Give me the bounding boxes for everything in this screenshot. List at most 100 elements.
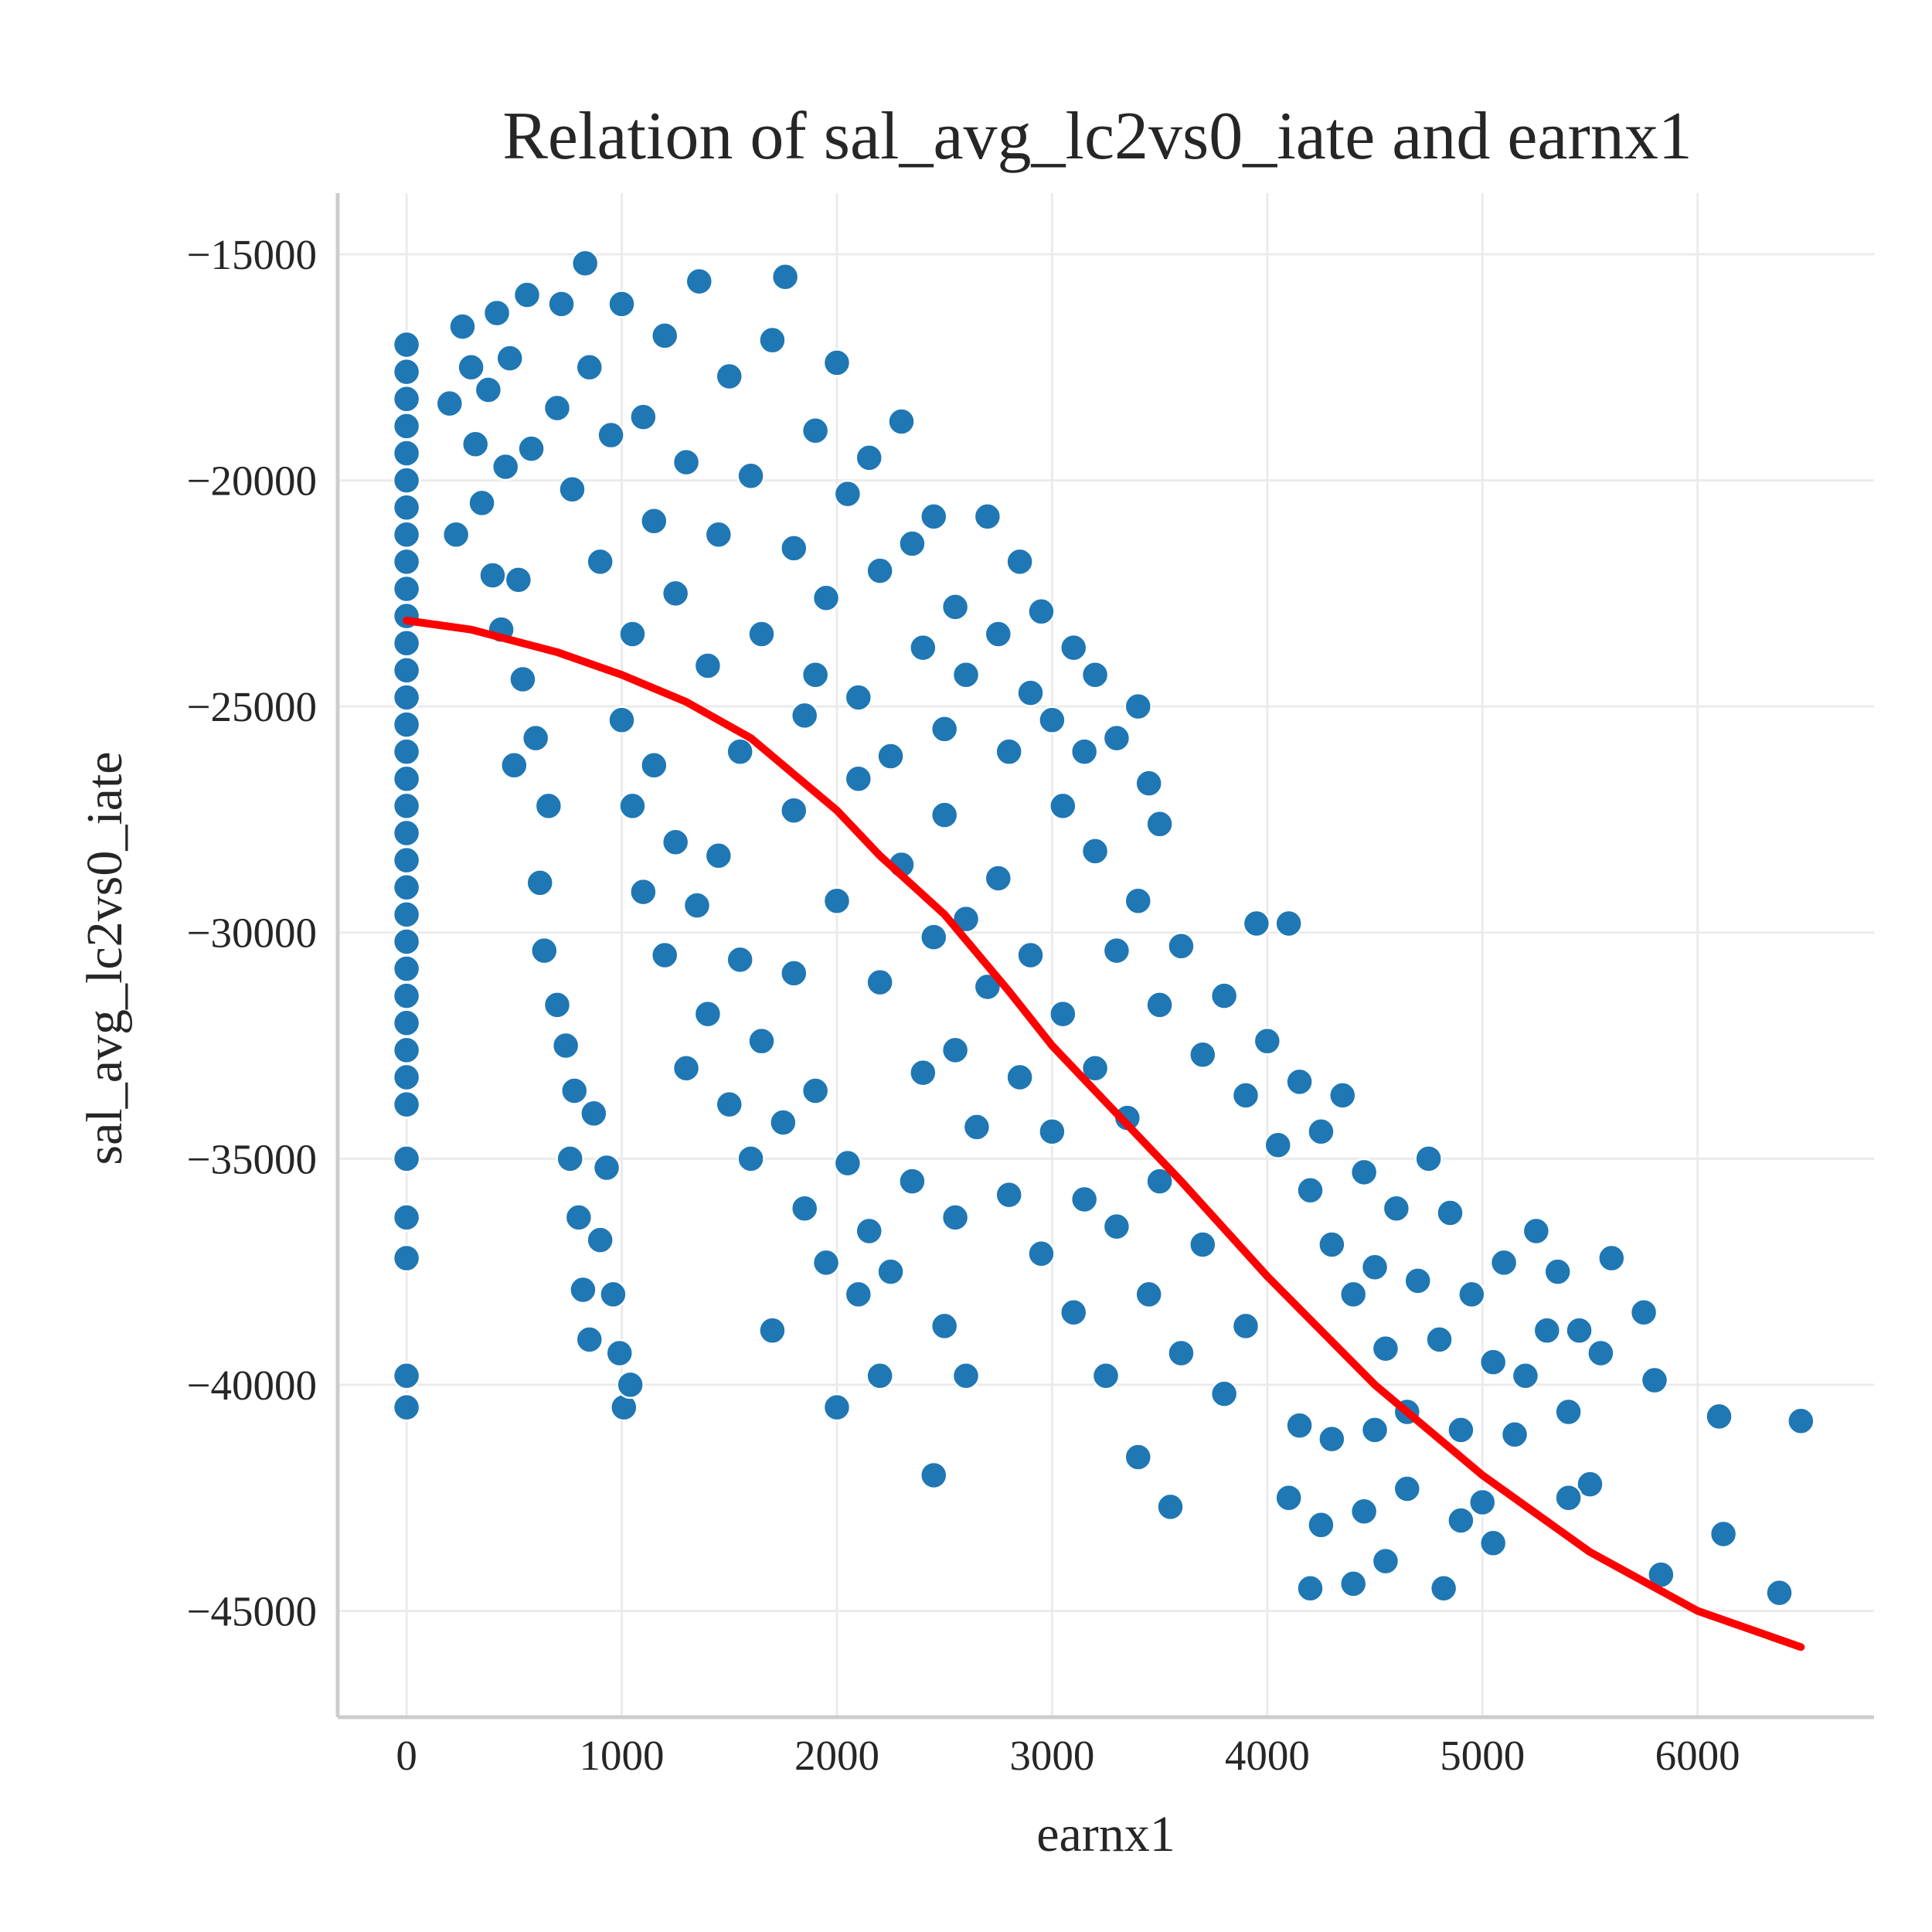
scatter-point — [504, 566, 533, 594]
scatter-point — [930, 715, 959, 743]
scatter-point — [1059, 633, 1088, 662]
scatter-point — [1382, 1194, 1411, 1223]
scatter-point — [392, 710, 421, 739]
scatter-point — [876, 1257, 905, 1286]
scatter-point — [1080, 660, 1110, 689]
scatter-point — [575, 1325, 604, 1354]
scatter-point — [930, 801, 959, 829]
scatter-point — [448, 312, 477, 341]
scatter-point — [650, 940, 679, 970]
x-axis-label: earnx1 — [1036, 1806, 1175, 1862]
scatter-point — [558, 475, 587, 504]
scatter-point — [392, 981, 421, 1010]
scatter-point — [392, 737, 421, 766]
scatter-point — [1027, 1239, 1056, 1268]
scatter-point — [392, 1393, 421, 1422]
scatter-point — [586, 1226, 614, 1254]
scatter-point — [597, 420, 625, 450]
scatter-point — [1134, 1280, 1163, 1309]
scatter-point — [392, 1036, 421, 1065]
scatter-point — [822, 886, 852, 916]
scatter-point — [726, 945, 754, 975]
y-axis-label: sal_avg_lc2vs0_iate — [77, 751, 133, 1165]
scatter-point — [1447, 1506, 1475, 1535]
scatter-point — [586, 547, 614, 577]
scatter-point — [1318, 1424, 1346, 1454]
scatter-point — [530, 936, 559, 965]
scatter-point — [618, 791, 647, 821]
scatter-point — [1253, 1026, 1282, 1056]
scatter-point — [769, 1108, 798, 1137]
scatter-point — [1070, 1185, 1099, 1214]
scatter-point — [726, 737, 754, 766]
scatter-point — [1264, 1131, 1292, 1160]
scatter-point — [780, 534, 808, 563]
y-tick-label: −40000 — [186, 1362, 317, 1409]
scatter-point — [844, 1280, 873, 1309]
scatter-point — [392, 845, 421, 875]
scatter-point — [521, 723, 550, 753]
chart-title: Relation of sal_avg_lc2vs0_iate and earn… — [502, 99, 1692, 174]
scatter-point — [543, 393, 572, 423]
scatter-point — [1102, 723, 1131, 753]
scatter-point — [973, 502, 1002, 531]
scatter-point — [940, 593, 970, 621]
scatter-point — [569, 1275, 597, 1304]
scatter-point — [1080, 837, 1110, 866]
scatter-point — [616, 1370, 645, 1400]
y-tick-label: −45000 — [186, 1587, 317, 1634]
scatter-point — [1274, 909, 1303, 938]
scatter-point — [564, 1203, 594, 1232]
scatter-point — [780, 796, 808, 825]
scatter-point — [1478, 1529, 1508, 1557]
scatter-point — [1027, 597, 1056, 626]
scatter-point — [661, 579, 690, 608]
scatter-point — [1328, 1081, 1357, 1110]
scatter-point — [693, 651, 723, 680]
x-tick-label: 4000 — [1225, 1732, 1310, 1779]
scatter-point — [1576, 1470, 1604, 1498]
scatter-point — [930, 1311, 959, 1341]
x-tick-label: 5000 — [1440, 1732, 1525, 1779]
scatter-point — [715, 1090, 743, 1119]
scatter-point — [640, 750, 668, 780]
scatter-point — [392, 493, 421, 522]
scatter-point — [392, 439, 421, 468]
scatter-point — [758, 1316, 787, 1345]
scatter-point — [392, 357, 421, 386]
scatter-point — [1102, 936, 1131, 965]
scatter-point — [876, 742, 905, 770]
scatter-point — [1554, 1483, 1583, 1512]
scatter-points — [392, 249, 1815, 1607]
scatter-point — [534, 791, 563, 821]
scatter-point — [1349, 1497, 1379, 1526]
scatter-point — [392, 818, 421, 848]
scatter-point — [844, 683, 873, 712]
scatter-point — [392, 1361, 421, 1390]
scatter-point — [920, 1461, 948, 1490]
trend-line — [403, 617, 1805, 1651]
axes — [335, 193, 1874, 1719]
scatter-point — [682, 891, 712, 920]
scatter-point — [801, 1077, 830, 1105]
scatter-point — [1532, 1316, 1562, 1345]
scatter-point — [1338, 1570, 1368, 1598]
scatter-point — [1307, 1511, 1335, 1539]
scatter-point — [392, 927, 421, 956]
scatter-point — [909, 633, 937, 662]
scatter-point — [1543, 1257, 1572, 1286]
scatter-point — [392, 900, 421, 929]
scatter-point — [1338, 1280, 1368, 1309]
scatter-point — [560, 1077, 589, 1105]
scatter-point — [1587, 1338, 1615, 1368]
scatter-point — [1189, 1040, 1217, 1069]
scatter-point — [747, 620, 776, 648]
scatter-point — [392, 872, 421, 902]
scatter-point — [1167, 932, 1196, 961]
scatter-point — [517, 434, 546, 463]
scatter-point — [607, 290, 636, 318]
scatter-point — [1403, 1267, 1432, 1295]
scatter-point — [482, 298, 512, 328]
scatter-point — [1554, 1397, 1583, 1427]
scatter-point — [1145, 810, 1174, 838]
